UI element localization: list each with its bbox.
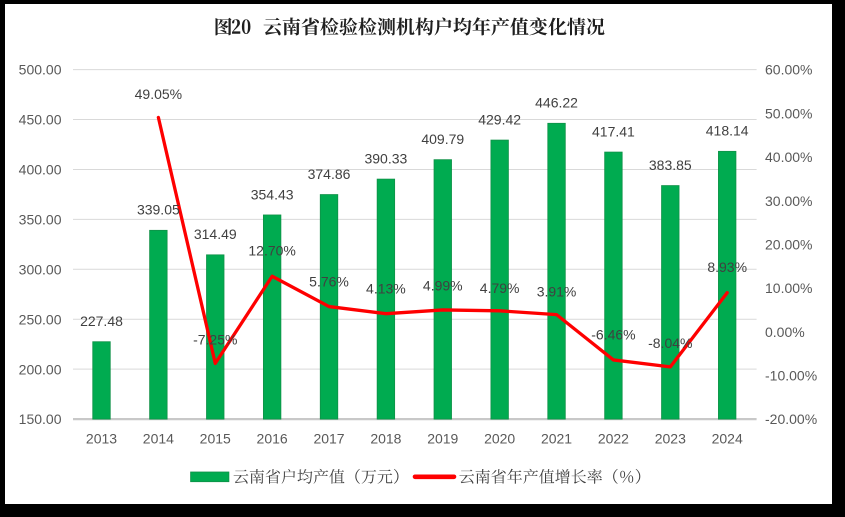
svg-text:2021: 2021 <box>541 430 572 446</box>
svg-text:-6.46%: -6.46% <box>591 327 635 343</box>
svg-text:2018: 2018 <box>370 430 401 446</box>
svg-text:2016: 2016 <box>257 430 288 446</box>
svg-text:2023: 2023 <box>655 430 686 446</box>
svg-text:50.00%: 50.00% <box>765 105 812 121</box>
svg-text:-7.25%: -7.25% <box>193 332 237 348</box>
svg-text:350.00: 350.00 <box>19 211 62 227</box>
svg-text:417.41: 417.41 <box>592 123 635 139</box>
svg-text:4.13%: 4.13% <box>366 280 406 296</box>
svg-text:227.48: 227.48 <box>80 313 123 329</box>
svg-text:10.00%: 10.00% <box>765 280 812 296</box>
svg-text:60.00%: 60.00% <box>765 62 812 78</box>
svg-text:354.43: 354.43 <box>251 186 294 202</box>
svg-text:409.79: 409.79 <box>421 131 464 147</box>
svg-text:20.00%: 20.00% <box>765 236 812 252</box>
svg-text:2019: 2019 <box>427 430 458 446</box>
svg-text:400.00: 400.00 <box>19 162 62 178</box>
svg-text:250.00: 250.00 <box>19 311 62 327</box>
svg-text:40.00%: 40.00% <box>765 149 812 165</box>
svg-text:4.79%: 4.79% <box>480 280 520 296</box>
svg-text:2013: 2013 <box>86 430 117 446</box>
svg-text:2015: 2015 <box>200 430 231 446</box>
svg-text:-20.00%: -20.00% <box>765 411 817 427</box>
svg-text:300.00: 300.00 <box>19 261 62 277</box>
svg-text:-8.04%: -8.04% <box>648 335 692 351</box>
svg-text:2022: 2022 <box>598 430 629 446</box>
svg-text:4.99%: 4.99% <box>423 277 463 293</box>
svg-text:418.14: 418.14 <box>706 123 749 139</box>
svg-text:500.00: 500.00 <box>19 62 62 78</box>
svg-text:150.00: 150.00 <box>19 411 62 427</box>
svg-text:383.85: 383.85 <box>649 157 692 173</box>
svg-text:450.00: 450.00 <box>19 112 62 128</box>
svg-text:314.49: 314.49 <box>194 226 237 242</box>
svg-text:5.76%: 5.76% <box>309 274 349 290</box>
svg-text:2020: 2020 <box>484 430 515 446</box>
svg-text:0.00%: 0.00% <box>765 324 805 340</box>
svg-text:339.05: 339.05 <box>137 202 180 218</box>
svg-text:12.70%: 12.70% <box>248 243 295 259</box>
svg-text:374.86: 374.86 <box>308 166 351 182</box>
svg-text:8.93%: 8.93% <box>707 259 747 275</box>
svg-text:429.42: 429.42 <box>478 111 521 127</box>
svg-text:200.00: 200.00 <box>19 361 62 377</box>
svg-text:2014: 2014 <box>143 430 174 446</box>
svg-text:3.91%: 3.91% <box>537 284 577 300</box>
svg-text:390.33: 390.33 <box>364 151 407 167</box>
svg-text:2017: 2017 <box>313 430 344 446</box>
svg-text:49.05%: 49.05% <box>135 86 182 102</box>
svg-text:446.22: 446.22 <box>535 95 578 111</box>
svg-text:30.00%: 30.00% <box>765 193 812 209</box>
svg-text:2024: 2024 <box>712 430 743 446</box>
svg-text:-10.00%: -10.00% <box>765 368 817 384</box>
